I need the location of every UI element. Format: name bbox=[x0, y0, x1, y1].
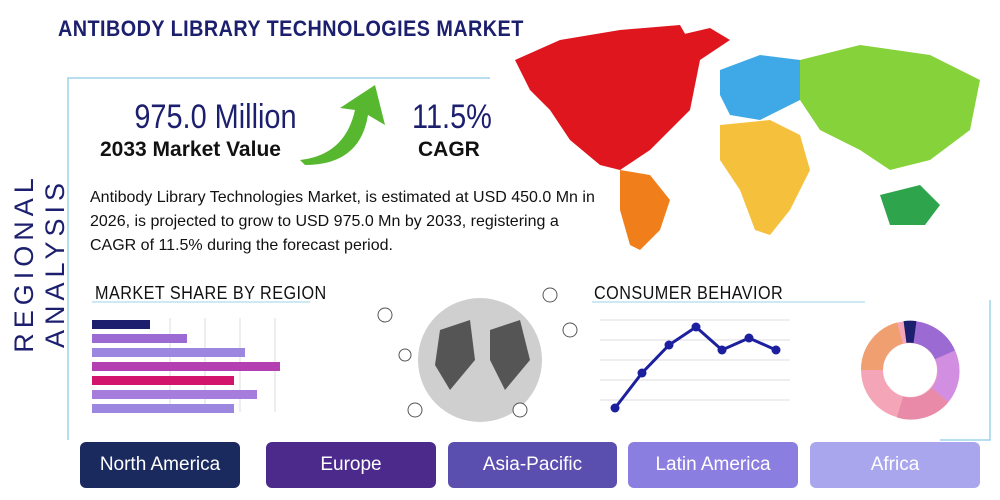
stat-label: 2033 Market Value bbox=[100, 138, 281, 161]
section-title: MARKET SHARE BY REGION bbox=[95, 283, 327, 303]
stat-label: CAGR bbox=[418, 138, 480, 161]
title: ANTIBODY LIBRARY TECHNOLOGIES MARKET bbox=[58, 16, 524, 41]
region-button[interactable]: Africa bbox=[810, 442, 980, 488]
side-label: REGIONAL ANALYSIS bbox=[9, 173, 70, 353]
stat-value: 11.5% bbox=[412, 98, 492, 136]
region-button[interactable]: Asia-Pacific bbox=[448, 442, 617, 488]
region-button[interactable]: Latin America bbox=[628, 442, 798, 488]
region-button[interactable]: North America bbox=[80, 442, 240, 488]
section-title: CONSUMER BEHAVIOR bbox=[594, 283, 784, 303]
description: Antibody Library Technologies Market, is… bbox=[90, 189, 595, 254]
stat-value: 975.0 Million bbox=[134, 98, 297, 136]
region-button[interactable]: Europe bbox=[266, 442, 436, 488]
